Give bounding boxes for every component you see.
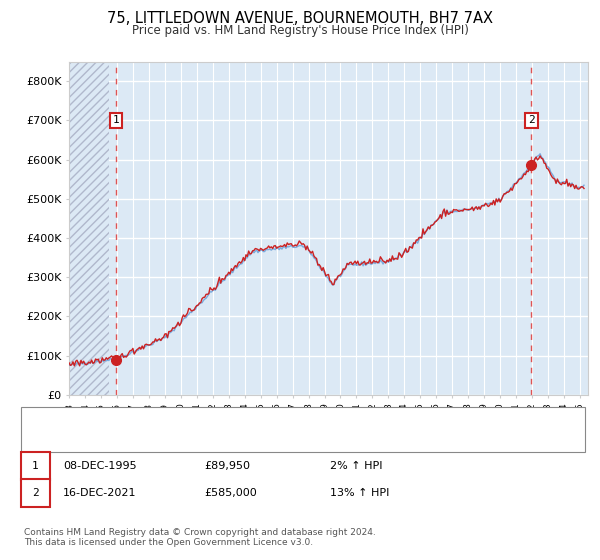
Text: 08-DEC-1995: 08-DEC-1995 [63, 461, 137, 471]
Text: 13% ↑ HPI: 13% ↑ HPI [330, 488, 389, 498]
Text: £89,950: £89,950 [204, 461, 250, 471]
Text: 75, LITTLEDOWN AVENUE, BOURNEMOUTH, BH7 7AX: 75, LITTLEDOWN AVENUE, BOURNEMOUTH, BH7 … [107, 11, 493, 26]
Text: Price paid vs. HM Land Registry's House Price Index (HPI): Price paid vs. HM Land Registry's House … [131, 24, 469, 36]
Text: 2: 2 [528, 115, 535, 125]
Text: 1: 1 [32, 461, 39, 471]
Text: 16-DEC-2021: 16-DEC-2021 [63, 488, 137, 498]
Text: 1: 1 [113, 115, 119, 125]
Text: 2% ↑ HPI: 2% ↑ HPI [330, 461, 383, 471]
Bar [69, 62, 109, 395]
Text: HPI: Average price, detached house, Bournemouth Christchurch and Poole: HPI: Average price, detached house, Bour… [68, 433, 474, 443]
Text: Contains HM Land Registry data © Crown copyright and database right 2024.
This d: Contains HM Land Registry data © Crown c… [24, 528, 376, 547]
Text: £585,000: £585,000 [204, 488, 257, 498]
Text: 75, LITTLEDOWN AVENUE, BOURNEMOUTH, BH7 7AX (detached house): 75, LITTLEDOWN AVENUE, BOURNEMOUTH, BH7 … [68, 414, 457, 424]
Text: 2: 2 [32, 488, 39, 498]
